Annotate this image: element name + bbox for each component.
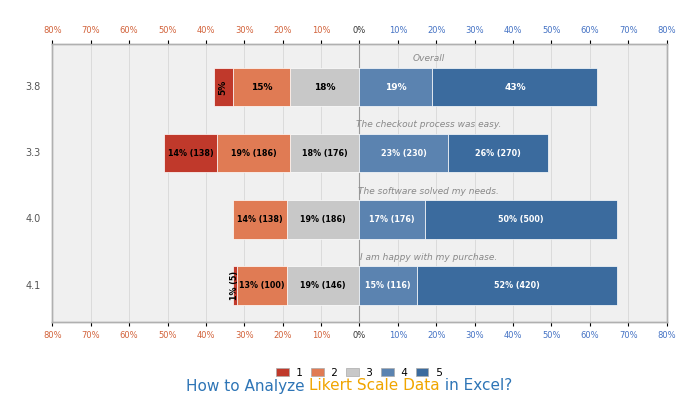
Text: 15% (116): 15% (116) (366, 281, 411, 290)
Text: 17% (176): 17% (176) (369, 215, 415, 224)
Text: I am happy with my purchase.: I am happy with my purchase. (360, 253, 497, 262)
Text: 19% (186): 19% (186) (300, 215, 346, 224)
Text: 52% (420): 52% (420) (494, 281, 540, 290)
Text: 23% (230): 23% (230) (380, 149, 426, 158)
Bar (232, 68, 290, 106)
Text: 15%: 15% (251, 82, 272, 92)
Text: 13% (100): 13% (100) (239, 281, 284, 290)
Bar (163, 134, 217, 172)
Bar (290, 134, 359, 172)
Bar (359, 266, 417, 305)
Text: in Excel?: in Excel? (440, 378, 512, 394)
Text: 18% (176): 18% (176) (302, 149, 348, 158)
Bar (214, 68, 232, 106)
Legend:  1,  2,  3,  4,  5: 1, 2, 3, 4, 5 (272, 363, 447, 382)
Bar (359, 200, 424, 238)
Bar (447, 134, 547, 172)
Bar (290, 68, 359, 106)
Text: Overall: Overall (413, 54, 445, 63)
Bar (424, 200, 616, 238)
Text: 4.1: 4.1 (26, 280, 41, 290)
Text: 14% (138): 14% (138) (168, 149, 214, 158)
Bar (359, 134, 447, 172)
Text: Likert Scale Data: Likert Scale Data (309, 378, 440, 394)
Bar (359, 68, 432, 106)
Text: 19% (146): 19% (146) (300, 281, 346, 290)
Text: 19% (186): 19% (186) (231, 149, 277, 158)
Text: 19%: 19% (385, 82, 407, 92)
Text: 26% (270): 26% (270) (475, 149, 521, 158)
Bar (286, 200, 359, 238)
Text: 50% (500): 50% (500) (498, 215, 544, 224)
Text: 14% (138): 14% (138) (237, 215, 283, 224)
Bar (286, 266, 359, 305)
Bar (417, 266, 616, 305)
Text: 18%: 18% (314, 82, 336, 92)
Bar (232, 266, 237, 305)
Bar (217, 134, 290, 172)
Text: 3.3: 3.3 (26, 148, 41, 158)
Text: The software solved my needs.: The software solved my needs. (358, 186, 499, 196)
Text: 4.0: 4.0 (26, 214, 41, 224)
Text: 3.8: 3.8 (26, 82, 41, 92)
Text: 43%: 43% (504, 82, 526, 92)
Text: The checkout process was easy.: The checkout process was easy. (356, 120, 501, 129)
Bar (432, 68, 597, 106)
Text: How to Analyze: How to Analyze (186, 378, 309, 394)
Bar (232, 200, 286, 238)
Text: 5%: 5% (218, 79, 228, 95)
Text: 1% (5): 1% (5) (230, 271, 239, 300)
Bar (237, 266, 286, 305)
